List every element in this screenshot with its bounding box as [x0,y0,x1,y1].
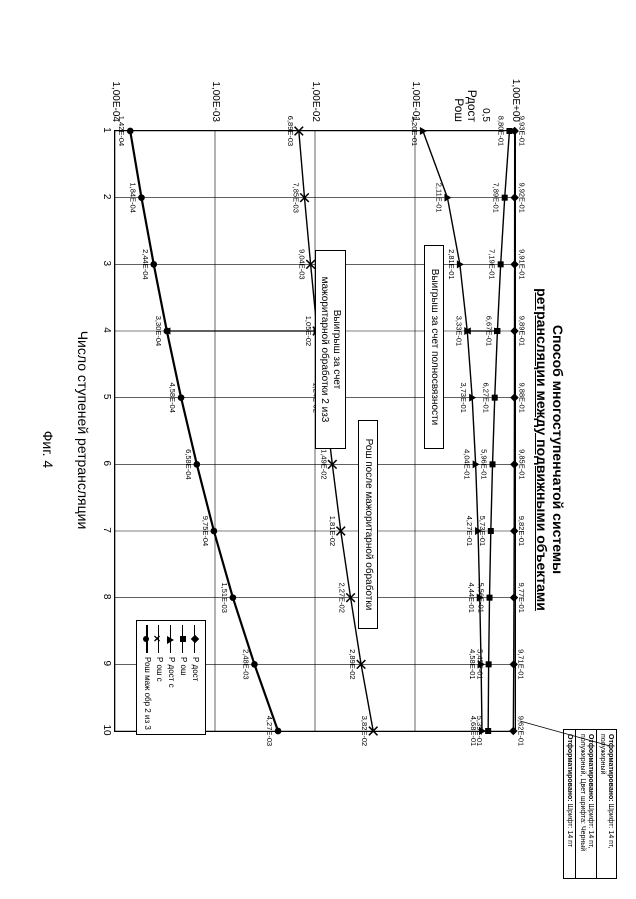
svg-text:4,44E-01: 4,44E-01 [467,582,476,612]
svg-text:2,48E-03: 2,48E-03 [241,649,250,679]
svg-text:2,11E-01: 2,11E-01 [434,183,443,213]
svg-text:4,58E-01: 4,58E-01 [468,649,477,679]
svg-text:4,68E-01: 4,68E-01 [469,716,478,746]
svg-text:9,77E-01: 9,77E-01 [517,582,526,612]
title-line2: ретрансляции между подвижными объектами [534,288,550,611]
svg-text:9,89E-01: 9,89E-01 [518,316,527,346]
svg-text:2,44E-04: 2,44E-04 [141,249,150,279]
svg-text:1,05E-02: 1,05E-02 [304,316,313,346]
svg-text:1,51E-03: 1,51E-03 [220,582,229,612]
callout: Выигрыш за счетмажоритарной обработки 2 … [315,250,346,449]
svg-text:5,96E-01: 5,96E-01 [480,449,489,479]
figure-label: Фиг. 4 [40,0,56,899]
svg-text:4,04E-01: 4,04E-01 [463,449,472,479]
svg-text:3,33E-01: 3,33E-01 [454,316,463,346]
svg-text:6,89E-03: 6,89E-03 [286,116,295,146]
svg-text:2,27E-02: 2,27E-02 [338,582,347,612]
legend: Р достР ошР дост сР ош сРош маж обр 2 из… [136,620,206,735]
svg-text:9,75E-04: 9,75E-04 [201,516,210,546]
svg-text:7,85E-03: 7,85E-03 [291,182,300,212]
svg-text:9,62E-01: 9,62E-01 [516,716,525,746]
callout: Рош после мажоритарной обработки [359,420,379,629]
svg-text:9,85E-01: 9,85E-01 [517,449,526,479]
svg-text:1,49E-02: 1,49E-02 [319,449,328,479]
svg-text:3,30E-04: 3,30E-04 [154,316,163,346]
svg-text:2,81E-01: 2,81E-01 [447,249,456,279]
svg-text:6,58E-04: 6,58E-04 [184,449,193,479]
svg-text:4,27E-03: 4,27E-03 [265,716,274,746]
svg-text:3,73E-01: 3,73E-01 [459,382,468,412]
title-line1: Способ многоступенчатой системы [550,325,566,574]
svg-text:6,67E-01: 6,67E-01 [484,316,493,346]
svg-text:9,88E-01: 9,88E-01 [517,382,526,412]
x-axis-title: Число ступеней ретрансляции [75,130,91,730]
svg-text:8,80E-01: 8,80E-01 [496,116,505,146]
svg-text:9,04E-03: 9,04E-03 [298,249,307,279]
svg-text:2,89E-02: 2,89E-02 [348,649,357,679]
svg-text:9,91E-01: 9,91E-01 [518,249,527,279]
y-axis-title: РдостРош [452,62,478,122]
svg-text:9,92E-01: 9,92E-01 [518,182,527,212]
svg-text:6,27E-01: 6,27E-01 [482,382,491,412]
svg-text:7,19E-01: 7,19E-01 [488,249,497,279]
svg-text:4,27E-01: 4,27E-01 [465,516,474,546]
svg-text:4,58E-04: 4,58E-04 [168,382,177,412]
svg-text:9,71E-01: 9,71E-01 [517,649,526,679]
chart-title: Способ многоступенчатой системы ретрансл… [534,0,566,899]
callout: Выигрыш за счет полносвязности [425,245,445,449]
svg-text:3,82E-02: 3,82E-02 [360,716,369,746]
svg-text:1,81E-02: 1,81E-02 [328,516,337,546]
svg-text:1,84E-04: 1,84E-04 [128,182,137,212]
svg-text:9,82E-01: 9,82E-01 [517,516,526,546]
format-boxes: Отформатировано: Шрифт: 14 пт, полужирны… [563,729,616,879]
svg-text:7,89E-01: 7,89E-01 [492,182,501,212]
